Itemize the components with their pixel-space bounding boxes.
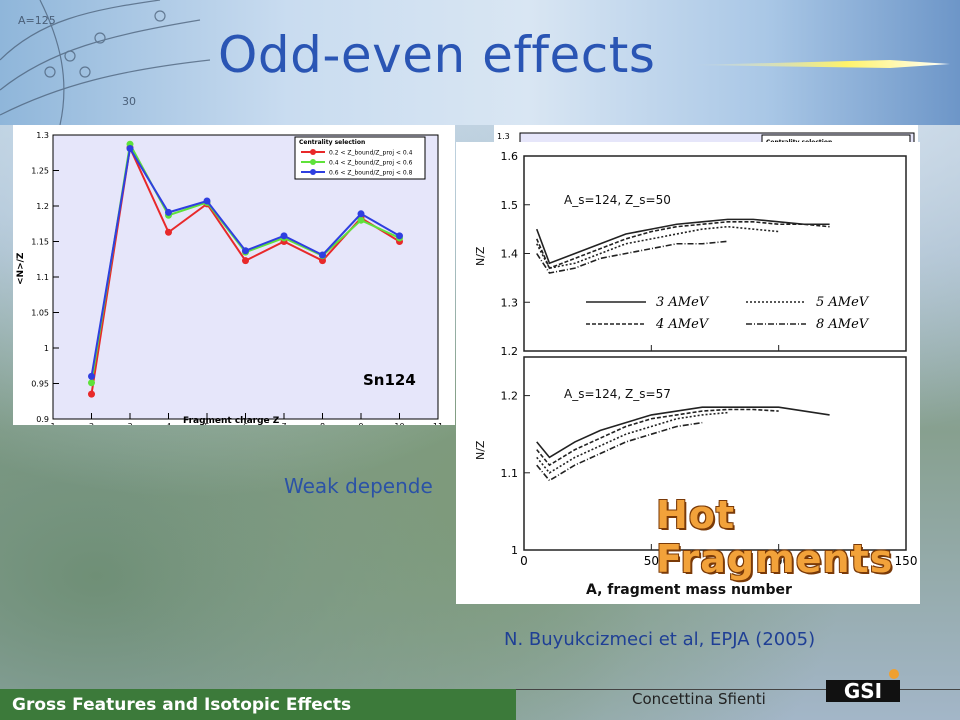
y-tick-label: 1.3 <box>501 296 519 309</box>
legend: Centrality selection 0.2 < Z_bound/Z_pro… <box>294 136 426 180</box>
series-1-point <box>88 390 95 398</box>
weak-dependence-text: Weak depende <box>284 474 433 498</box>
x-tick-label: 100 <box>767 554 790 568</box>
y-tick-label: 1 <box>44 344 49 353</box>
legend-entry-3: 0.6 < Z_bound/Z_proj < 0.8 <box>329 170 413 177</box>
y-tick-label: 0.9 <box>36 415 49 424</box>
series-3-point <box>88 372 95 380</box>
x-axis-label-right: A, fragment mass number <box>586 582 792 598</box>
legend-entry-3: 4 AMeV <box>655 317 710 332</box>
legend-marker-1 <box>310 149 316 155</box>
y-tick-label: 1.1 <box>36 273 49 282</box>
bottom-series-3 <box>536 411 728 474</box>
footer-divider <box>516 689 960 690</box>
gsi-logo-dot <box>889 669 899 679</box>
series-3-point <box>319 251 326 259</box>
y-tick-label: 1.3 <box>36 131 49 140</box>
top-series-4 <box>536 240 728 274</box>
series-1-point <box>319 257 326 265</box>
y-tick-label: 1.2 <box>501 390 519 403</box>
x-tick-label: 9 <box>358 422 363 425</box>
slide-title: Odd-even effects <box>218 26 656 84</box>
series-3-point <box>242 247 249 255</box>
footer-title: Gross Features and Isotopic Effects <box>12 695 352 715</box>
citation: N. Buyukcizmeci et al, EPJA (2005) <box>504 629 816 650</box>
plot-area <box>52 134 439 420</box>
bottom-plot-area <box>523 356 907 551</box>
y-axis-label: <N>/Z <box>16 252 26 285</box>
y-tick-label: 1.05 <box>31 309 49 318</box>
y-tick-label: 1.1 <box>501 467 519 480</box>
series-2-point <box>88 379 95 387</box>
chart-right: 0 50 100 150 1.2 1.3 1.4 1.5 1.6 1 1.1 1.2 A_s=124,… <box>474 150 918 598</box>
series-3-point <box>165 208 172 216</box>
x-tick-label: 150 <box>895 554 918 568</box>
y-tick-label: 1.6 <box>501 150 519 163</box>
series-1-point <box>242 257 249 265</box>
gsi-logo: GSI <box>826 669 900 703</box>
hot-fragments-label: Hot Fragments <box>656 493 894 581</box>
sketch-label-b: 30 <box>122 95 136 108</box>
y-tick-label: 1.25 <box>31 167 49 176</box>
series-2-point <box>357 216 365 224</box>
bottom-series-2 <box>536 408 779 467</box>
footer-bar <box>0 689 516 720</box>
bottom-series-1 <box>536 406 830 459</box>
series-3-point <box>396 232 403 240</box>
x-tick-label: 1 <box>50 422 55 425</box>
x-tick-label: 7 <box>281 422 286 425</box>
y-axis-label-top: N/Z <box>474 246 487 266</box>
x-tick-label: 10 <box>394 422 404 425</box>
y-tick-label: 1 <box>511 544 518 557</box>
y-tick-label: 1.4 <box>501 248 519 261</box>
x-axis-label: Fragment charge Z <box>183 416 280 425</box>
top-panel-label: A_s=124, Z_s=50 <box>564 193 671 207</box>
chart-left-panel: 12345678910110.90.9511.051.11.151.21.251… <box>13 125 455 431</box>
series-3-point <box>126 144 134 152</box>
x-tick-label: 50 <box>644 554 659 568</box>
x-tick-label: 11 <box>433 422 443 425</box>
series-3-point <box>280 232 288 240</box>
y-tick-label: 1.15 <box>31 238 49 247</box>
behind-tick: 1.3 <box>497 132 510 141</box>
gsi-logo-text: GSI <box>844 679 882 703</box>
banner-sketch: A=125 30 <box>0 0 211 125</box>
legend-entry-4: 8 AMeV <box>816 317 870 332</box>
y-tick-label: 1.2 <box>36 202 49 211</box>
chart-right-panel: 0 50 100 150 1.2 1.3 1.4 1.5 1.6 1 1.1 1.2 A_s=124,… <box>456 142 920 604</box>
top-series-1 <box>535 218 830 265</box>
y-tick-label: 1.5 <box>501 199 519 212</box>
y-tick-label: 0.95 <box>31 380 49 389</box>
y-tick-label: 1.2 <box>501 345 519 358</box>
series-3-point <box>203 197 211 205</box>
bottom-panel-label: A_s=124, Z_s=57 <box>564 387 671 401</box>
legend-entry-2: 0.4 < Z_bound/Z_proj < 0.6 <box>329 160 413 167</box>
x-tick-label: 2 <box>89 422 94 425</box>
x-tick-label: 8 <box>320 422 325 425</box>
x-tick-label: 0 <box>520 554 528 568</box>
footer-author: Concettina Sfienti <box>632 690 766 708</box>
sketch-label-a: A=125 <box>18 14 56 27</box>
x-tick-label: 3 <box>127 422 132 425</box>
bottom-series-4 <box>536 421 703 482</box>
series-1-point <box>165 228 172 236</box>
series-3-point <box>357 210 365 218</box>
legend-marker-2 <box>310 159 316 165</box>
chart-annotation: Sn124 <box>363 371 416 389</box>
y-axis-label-bottom: N/Z <box>474 440 487 460</box>
chart-left: 12345678910110.90.9511.051.11.151.21.251… <box>16 131 443 431</box>
top-series-3 <box>536 225 779 270</box>
legend-entry-1: 3 AMeV <box>656 295 710 310</box>
x-tick-label: 4 <box>166 422 171 425</box>
legend-entry-2: 5 AMeV <box>816 295 870 310</box>
particle-beam <box>690 60 950 68</box>
legend-marker-3 <box>310 169 316 175</box>
legend-entry-1: 0.2 < Z_bound/Z_proj < 0.4 <box>329 150 413 157</box>
legend-title: Centrality selection <box>299 139 365 146</box>
